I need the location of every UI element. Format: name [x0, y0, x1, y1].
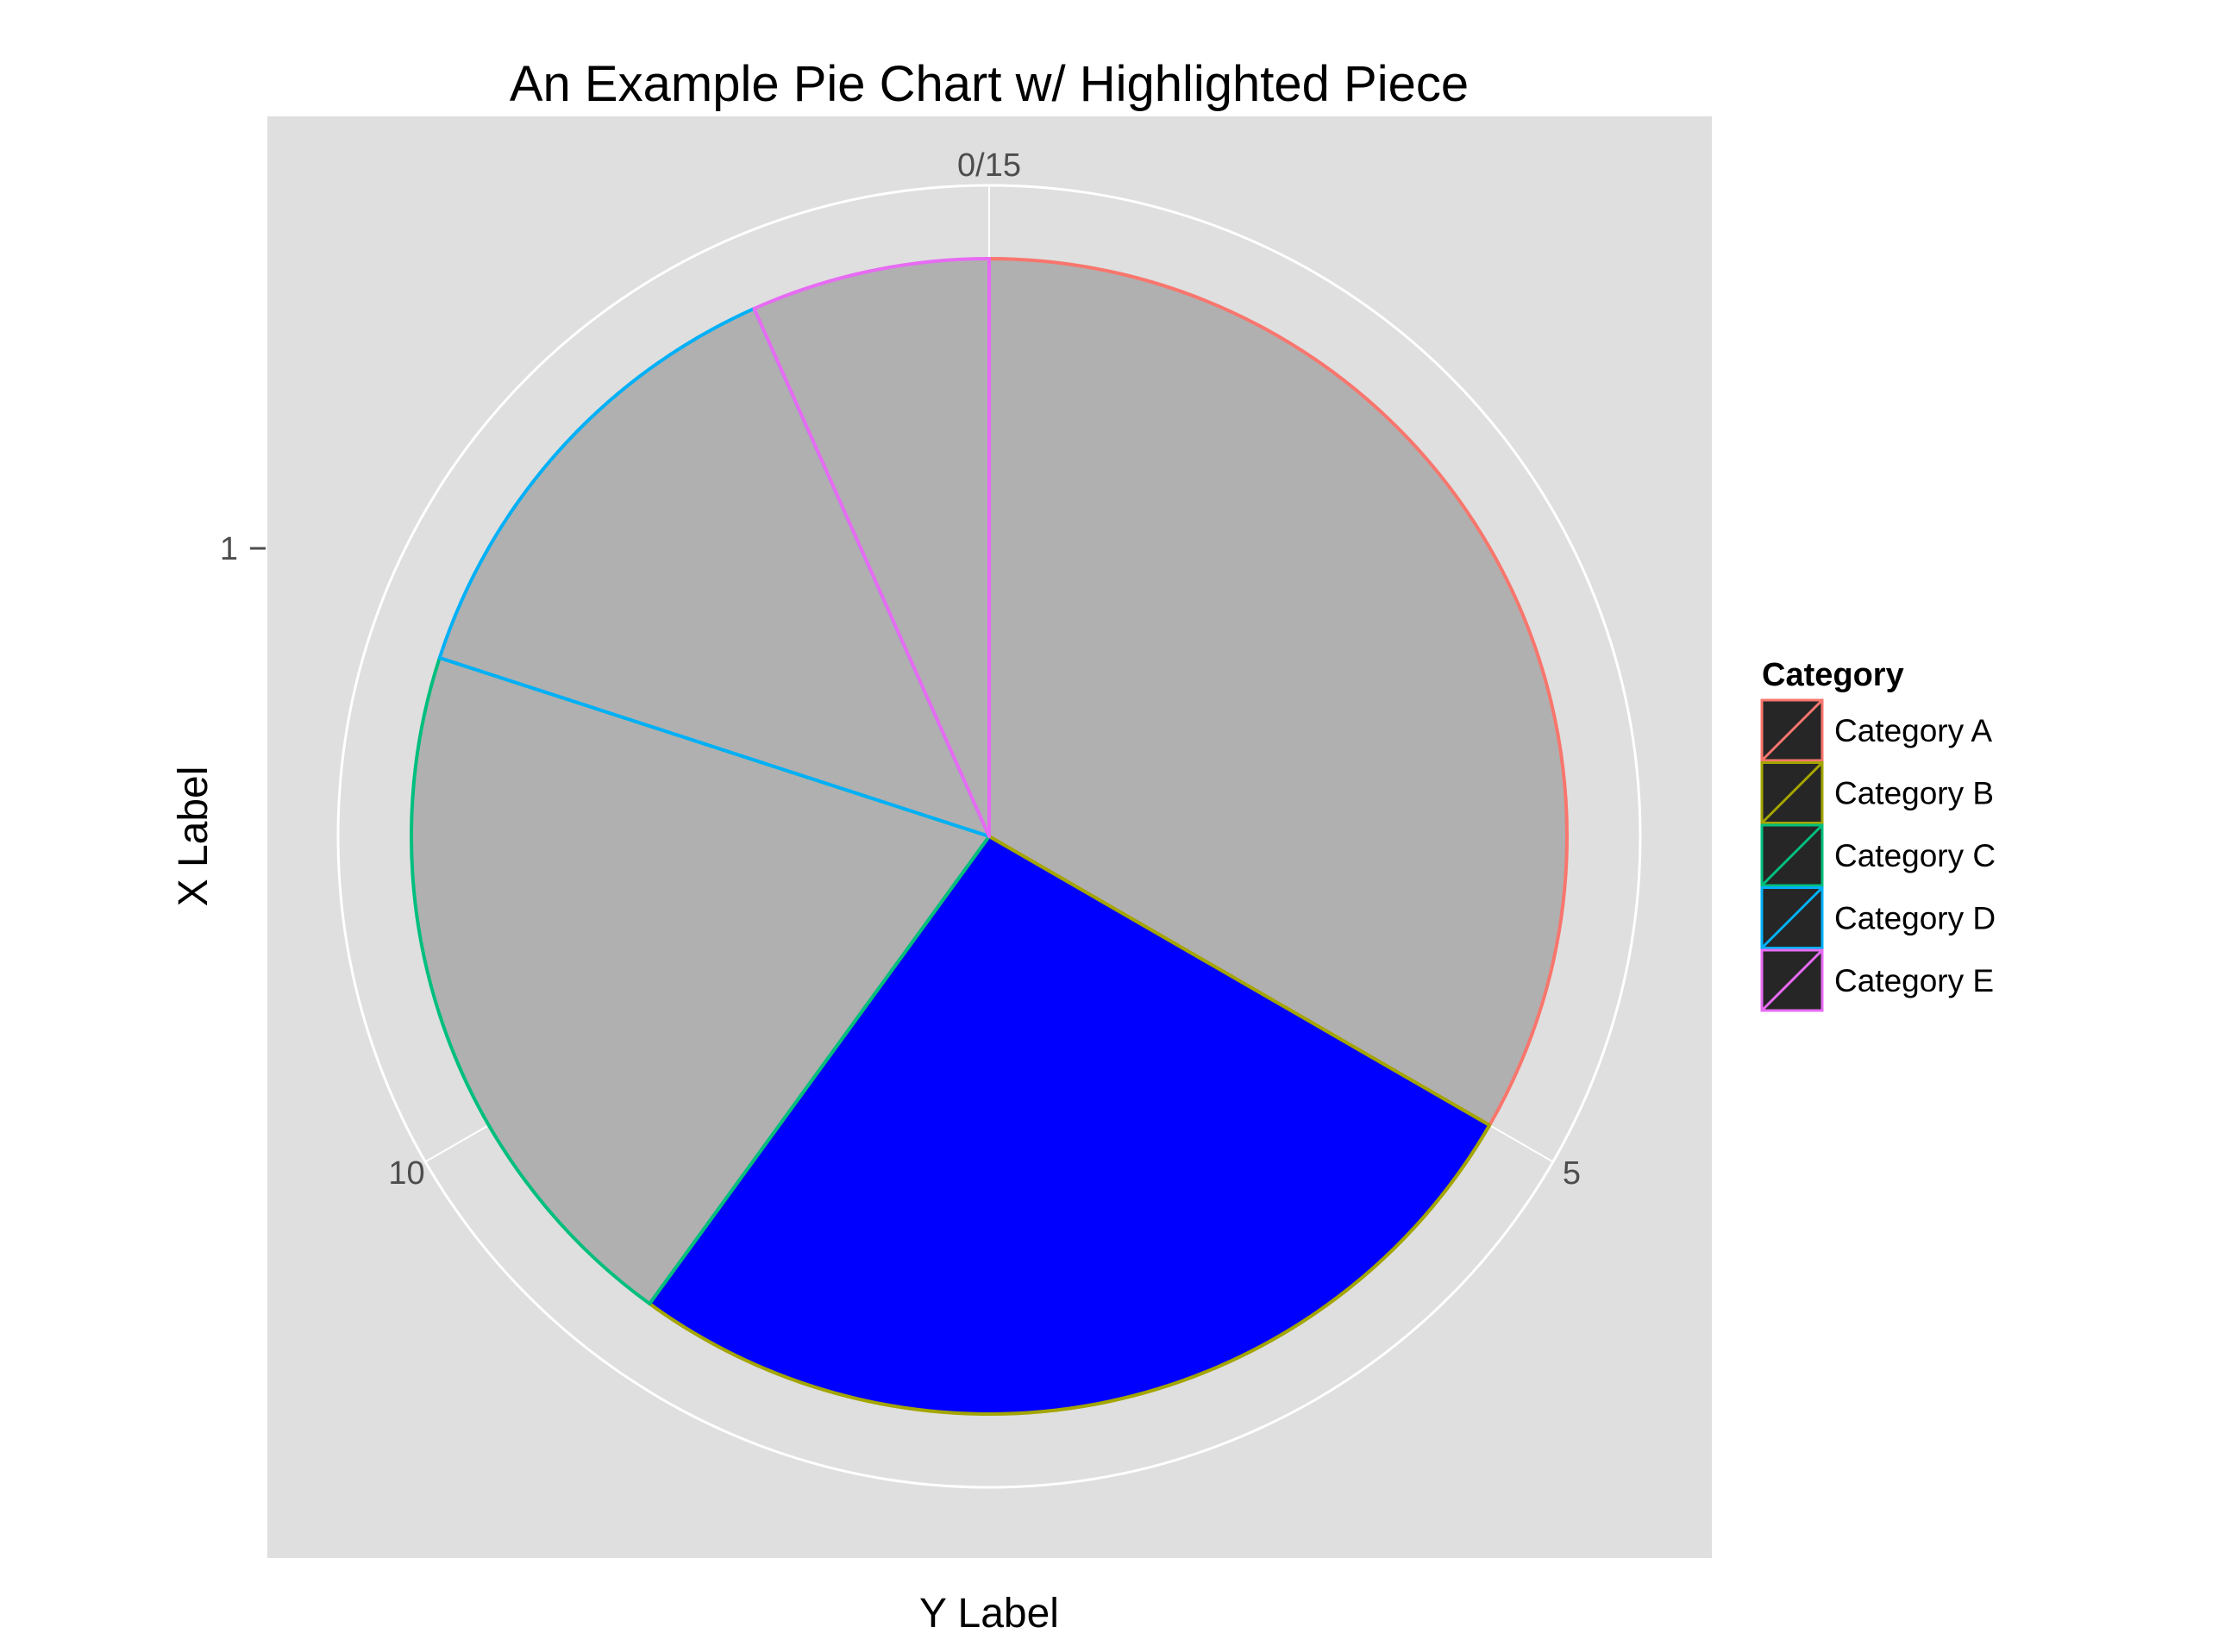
legend-key-diagonal: [1760, 948, 1824, 1012]
legend-label: Category D: [1834, 901, 1996, 936]
pie-slice-category-b: [648, 835, 1492, 1416]
pie-slice-category-c: [410, 655, 991, 1306]
legend-item: Category C: [1760, 823, 1996, 887]
legend-label: Category E: [1834, 963, 1994, 998]
pie-slices: [410, 257, 1569, 1416]
pie-slice-category-e: [752, 257, 991, 838]
legend-key-diagonal: [1760, 823, 1824, 887]
chart-title: An Example Pie Chart w/ Highlighted Piec…: [510, 56, 1469, 112]
y-axis-title: Y Label: [919, 1591, 1059, 1636]
pie-slice-category-a: [987, 257, 1569, 1127]
legend: Category Category A Category B Category C C…: [1760, 657, 1996, 1012]
theta-ticks: 0/15 5 10: [388, 147, 1581, 1192]
theta-tick-label: 0/15: [957, 147, 1021, 184]
legend-key-diagonal: [1760, 698, 1824, 762]
x-axis: 1 X Label: [171, 531, 266, 906]
legend-item: Category B: [1760, 761, 1994, 824]
legend-item: Category E: [1760, 948, 1994, 1012]
legend-key-diagonal: [1760, 886, 1824, 949]
theta-tick-label: 5: [1563, 1155, 1581, 1192]
theta-tick-label: 10: [388, 1155, 424, 1192]
legend-key-diagonal: [1760, 761, 1824, 824]
legend-label: Category A: [1834, 713, 1992, 748]
legend-label: Category C: [1834, 838, 1996, 873]
legend-item: Category A: [1760, 698, 1992, 762]
pie-slice-category-d: [437, 306, 991, 838]
x-axis-tick-label: 1: [220, 531, 238, 567]
legend-item: Category D: [1760, 886, 1996, 949]
legend-label: Category B: [1834, 776, 1994, 811]
legend-title: Category: [1762, 657, 1904, 693]
x-axis-title: X Label: [171, 767, 216, 907]
